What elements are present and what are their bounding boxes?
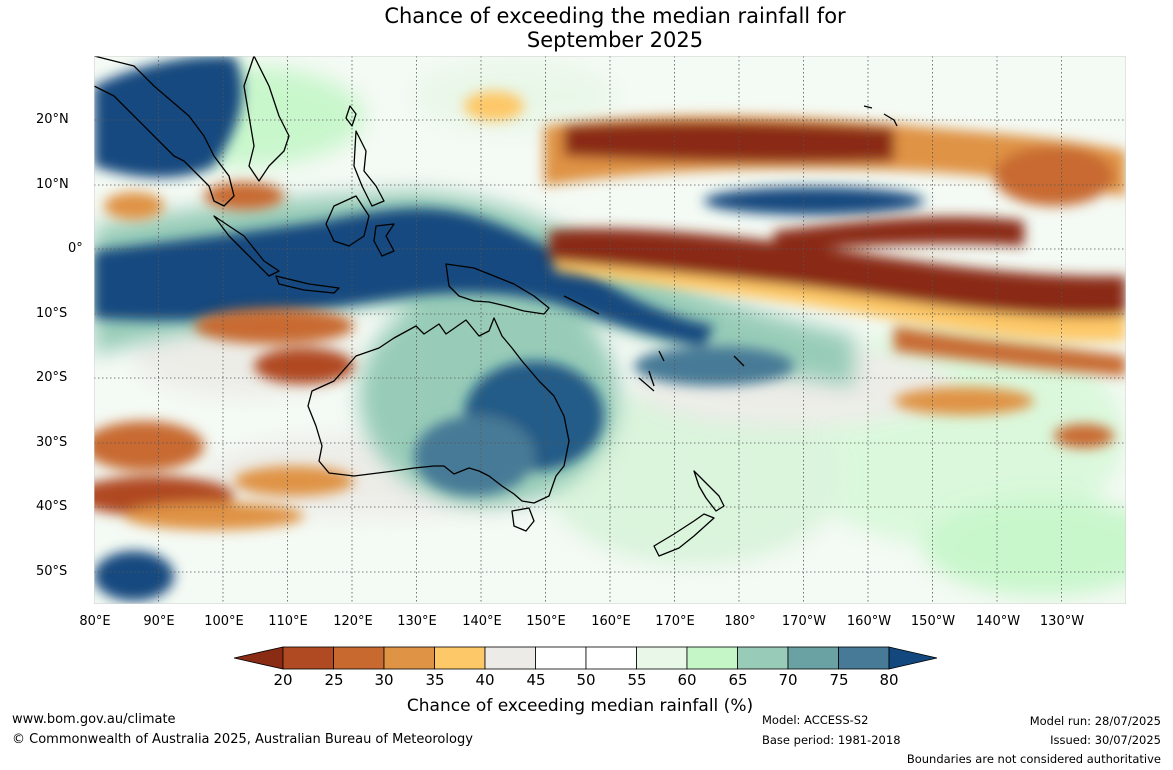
new-zealand-south-island xyxy=(653,513,715,557)
model-run-text: Model run: 28/07/2025 xyxy=(1029,714,1161,728)
taiwan-coast xyxy=(345,105,357,127)
colorbar-segments xyxy=(234,646,938,670)
lon-label-100e: 100°E xyxy=(204,614,244,629)
copyright-text: © Commonwealth of Australia 2025, Austra… xyxy=(12,732,473,747)
lat-label-10n: 10°N xyxy=(36,177,69,192)
lon-label-120e: 120°E xyxy=(333,614,373,629)
lat-label-30s: 30°S xyxy=(36,435,68,450)
colorbar-extend-low xyxy=(234,646,284,670)
colorbar-tick: 35 xyxy=(425,671,445,689)
map-title: Chance of exceeding the median rainfall … xyxy=(0,4,1173,52)
lat-label-20n: 20°N xyxy=(36,112,69,127)
lat-label-40s: 40°S xyxy=(36,499,68,514)
lon-label-180: 180° xyxy=(724,614,756,629)
issued-text: Issued: 30/07/2025 xyxy=(1050,733,1161,747)
lon-label-150e: 150°E xyxy=(526,614,566,629)
sumatra-coast xyxy=(213,215,280,277)
lat-label-50s: 50°S xyxy=(36,564,68,579)
colorbar-segment xyxy=(434,646,486,670)
new-caledonia xyxy=(638,377,655,392)
new-guinea-coast xyxy=(445,263,550,315)
colorbar-segment xyxy=(636,646,688,670)
sulawesi-coast xyxy=(373,223,395,257)
lon-label-90e: 90°E xyxy=(143,614,175,629)
colorbar-segment xyxy=(333,646,385,670)
lon-label-110e: 110°E xyxy=(268,614,308,629)
colorbar-tick: 45 xyxy=(526,671,546,689)
lon-label-130e: 130°E xyxy=(397,614,437,629)
australia-coast xyxy=(307,317,570,504)
colorbar-extend-high xyxy=(888,646,938,670)
base-period-text: Base period: 1981-2018 xyxy=(762,733,901,747)
java-coast xyxy=(275,275,340,294)
colorbar-tick: 60 xyxy=(677,671,697,689)
hawaii xyxy=(863,105,898,127)
map-canvas xyxy=(94,56,1126,604)
colorbar-tick: 65 xyxy=(728,671,748,689)
colorbar-tick: 55 xyxy=(627,671,647,689)
lat-label-10s: 10°S xyxy=(36,306,68,321)
website-link[interactable]: www.bom.gov.au/climate xyxy=(12,712,176,727)
dry-band xyxy=(94,91,1126,530)
rainfall-map xyxy=(94,56,1126,604)
colorbar-segment xyxy=(737,646,789,670)
lon-label-140w: 140°W xyxy=(975,614,1021,629)
solomon-islands xyxy=(563,295,600,315)
philippines-coast xyxy=(353,130,385,207)
colorbar-tick: 50 xyxy=(576,671,596,689)
lon-label-130w: 130°W xyxy=(1039,614,1085,629)
colorbar-segment xyxy=(686,646,738,670)
colorbar-segment xyxy=(787,646,839,670)
tasmania-coast xyxy=(511,507,535,532)
colorbar-tick: 40 xyxy=(475,671,495,689)
colorbar-segment xyxy=(484,646,536,670)
new-zealand-north-island xyxy=(693,470,725,512)
lon-label-160w: 160°W xyxy=(846,614,892,629)
title-line-1: Chance of exceeding the median rainfall … xyxy=(384,4,846,28)
lon-label-170e: 170°E xyxy=(655,614,695,629)
colorbar-segment xyxy=(282,646,334,670)
lon-label-80e: 80°E xyxy=(79,614,111,629)
southeast-asia-coast xyxy=(94,56,235,207)
colorbar-segment xyxy=(383,646,435,670)
colorbar-tick: 70 xyxy=(778,671,798,689)
lon-label-170w: 170°W xyxy=(781,614,827,629)
colorbar xyxy=(234,646,938,670)
colorbar-tick: 25 xyxy=(324,671,344,689)
model-text: Model: ACCESS-S2 xyxy=(762,713,869,727)
map-graticule xyxy=(94,56,1126,604)
lon-label-150w: 150°W xyxy=(910,614,956,629)
colorbar-tick: 80 xyxy=(879,671,899,689)
colorbar-segment xyxy=(585,646,637,670)
colorbar-label: Chance of exceeding median rainfall (%) xyxy=(406,696,754,716)
disclaimer-text: Boundaries are not considered authoritat… xyxy=(906,752,1161,766)
lat-label-20s: 20°S xyxy=(36,370,68,385)
colorbar-segment xyxy=(838,646,890,670)
borneo-coast xyxy=(325,195,370,247)
vanuatu-fiji xyxy=(648,350,745,387)
lon-label-140e: 140°E xyxy=(462,614,502,629)
colorbar-tick: 75 xyxy=(829,671,849,689)
lon-label-160e: 160°E xyxy=(591,614,631,629)
colorbar-segment xyxy=(535,646,587,670)
colorbar-tick: 20 xyxy=(273,671,293,689)
colorbar-tick: 30 xyxy=(374,671,394,689)
title-line-2: September 2025 xyxy=(526,28,704,52)
lat-label-0: 0° xyxy=(68,241,83,256)
coastlines xyxy=(94,56,898,557)
